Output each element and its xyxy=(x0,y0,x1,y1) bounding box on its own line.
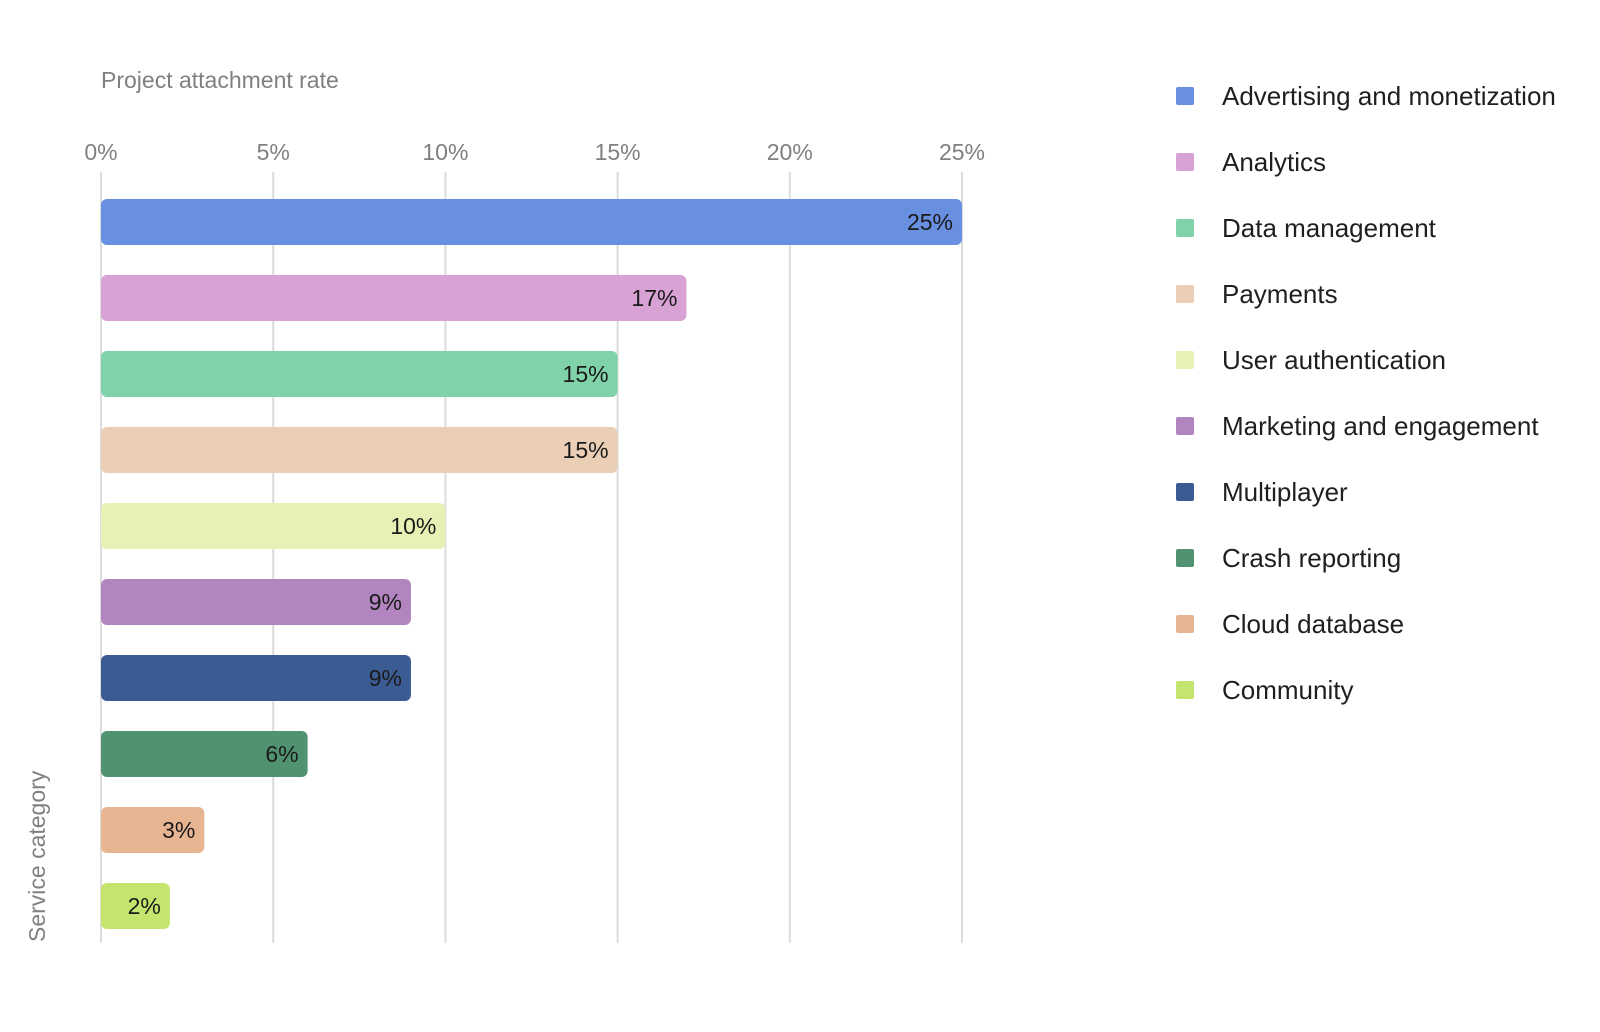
bar xyxy=(101,351,618,397)
legend-item: Data management xyxy=(1176,213,1437,243)
bar xyxy=(101,655,411,701)
x-tick-label: 20% xyxy=(767,139,813,165)
x-tick-label: 25% xyxy=(939,139,985,165)
bar xyxy=(101,199,962,245)
data-label: 6% xyxy=(265,741,298,767)
legend-swatch xyxy=(1176,87,1194,105)
bar xyxy=(101,503,446,549)
legend-swatch xyxy=(1176,219,1194,237)
legend-swatch xyxy=(1176,681,1194,699)
bar xyxy=(101,883,170,929)
legend-label: Analytics xyxy=(1222,147,1326,177)
legend-swatch xyxy=(1176,417,1194,435)
bar xyxy=(101,807,205,853)
data-label: 15% xyxy=(563,437,609,463)
legend-swatch xyxy=(1176,153,1194,171)
legend-label: Marketing and engagement xyxy=(1222,411,1539,441)
data-labels: 25% 17% 15% 15% 10% 9% 9% 6% 3% 2% xyxy=(128,209,953,919)
data-label: 17% xyxy=(631,285,677,311)
legend-label: Crash reporting xyxy=(1222,543,1401,573)
data-label: 10% xyxy=(390,513,436,539)
data-label: 3% xyxy=(162,817,195,843)
data-label: 9% xyxy=(369,589,402,615)
legend-item: Community xyxy=(1176,675,1353,705)
legend-label: Data management xyxy=(1222,213,1437,243)
legend-label: Payments xyxy=(1222,279,1338,309)
legend: Advertising and monetization Analytics Dat… xyxy=(1176,81,1556,705)
legend-item: Crash reporting xyxy=(1176,543,1401,573)
bar xyxy=(101,579,411,625)
data-label: 25% xyxy=(907,209,953,235)
bar xyxy=(101,275,687,321)
x-tick-label: 10% xyxy=(422,139,468,165)
legend-item: Multiplayer xyxy=(1176,477,1348,507)
legend-item: Analytics xyxy=(1176,147,1326,177)
bar xyxy=(101,731,308,777)
legend-item: Marketing and engagement xyxy=(1176,411,1539,441)
bar xyxy=(101,427,618,473)
legend-swatch xyxy=(1176,351,1194,369)
legend-item: User authentication xyxy=(1176,345,1446,375)
legend-swatch xyxy=(1176,615,1194,633)
data-label: 15% xyxy=(563,361,609,387)
x-tick-label: 5% xyxy=(257,139,290,165)
data-label: 9% xyxy=(369,665,402,691)
legend-item: Cloud database xyxy=(1176,609,1404,639)
legend-label: Community xyxy=(1222,675,1353,705)
legend-swatch xyxy=(1176,285,1194,303)
data-label: 2% xyxy=(128,893,161,919)
x-tick-label: 0% xyxy=(84,139,117,165)
legend-label: Advertising and monetization xyxy=(1222,81,1556,111)
legend-item: Payments xyxy=(1176,279,1338,309)
x-axis-title: Project attachment rate xyxy=(101,67,339,93)
legend-swatch xyxy=(1176,483,1194,501)
x-tick-label: 15% xyxy=(595,139,641,165)
legend-label: User authentication xyxy=(1222,345,1446,375)
y-axis-title: Service category xyxy=(24,770,50,942)
legend-item: Advertising and monetization xyxy=(1176,81,1556,111)
bars xyxy=(101,199,962,929)
legend-label: Cloud database xyxy=(1222,609,1404,639)
legend-label: Multiplayer xyxy=(1222,477,1348,507)
legend-swatch xyxy=(1176,549,1194,567)
x-axis-ticks: 0% 5% 10% 15% 20% 25% xyxy=(84,139,985,165)
